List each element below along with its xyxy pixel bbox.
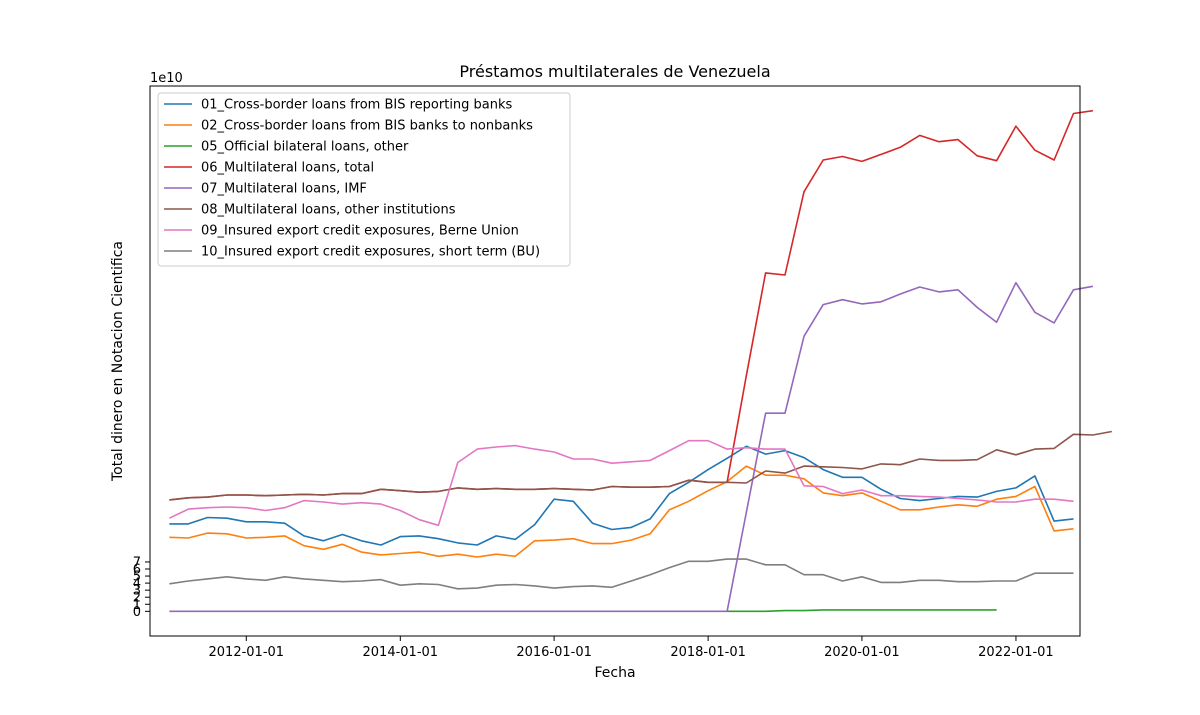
series-line-07 <box>169 281 1094 613</box>
legend-entry-label: 07_Multilateral loans, IMF <box>201 182 367 197</box>
y-offset-label: 1e10 <box>150 71 183 86</box>
series-line-01 <box>169 445 1074 546</box>
legend-entry-label: 01_Cross-border loans from BIS reporting… <box>201 98 513 113</box>
legend-entry-label: 09_Insured export credit exposures, Bern… <box>201 224 519 239</box>
x-tick-label: 2016-01-01 <box>516 645 592 660</box>
y-tick-label: 3 <box>133 584 141 599</box>
x-tick-label: 2018-01-01 <box>670 645 746 660</box>
x-tick-label: 2022-01-01 <box>978 645 1054 660</box>
legend-entry-label: 08_Multilateral loans, other institution… <box>201 203 456 218</box>
legend-entry-label: 10_Insured export credit exposures, shor… <box>201 245 540 260</box>
x-tick-label: 2020-01-01 <box>824 645 900 660</box>
series-layer <box>169 109 1112 613</box>
series-line-02 <box>169 465 1074 558</box>
legend-entry-label: 05_Official bilateral loans, other <box>201 140 409 155</box>
legend: 01_Cross-border loans from BIS reporting… <box>157 92 571 267</box>
y-tick-label: 7 <box>133 555 141 570</box>
series-line-08 <box>169 430 1112 501</box>
axis-ticks: 2012-01-01 2014-01-01 2016-01-01 2018-01-01… <box>133 555 1054 660</box>
y-axis-label: Total dinero en Notacion Cientifica <box>110 241 126 482</box>
chart-title: Préstamos multilaterales de Venezuela <box>459 62 770 81</box>
y-tick-label: 6 <box>133 563 141 578</box>
y-tick-label: 4 <box>133 577 141 592</box>
x-tick-label: 2012-01-01 <box>209 645 285 660</box>
y-tick-label: 2 <box>133 591 141 606</box>
legend-entry-label: 02_Cross-border loans from BIS banks to … <box>201 119 533 134</box>
series-line-10 <box>169 558 1074 590</box>
y-tick-label: 0 <box>133 605 141 620</box>
y-tick-label: 1 <box>133 598 141 613</box>
plot-area-frame <box>149 85 1081 637</box>
x-axis-label: Fecha <box>594 665 635 681</box>
x-tick-label: 2014-01-01 <box>363 645 439 660</box>
legend-box <box>157 92 571 267</box>
series-line-05 <box>727 609 997 613</box>
y-tick-label: 5 <box>133 570 141 585</box>
legend-entry-label: 06_Multilateral loans, total <box>201 161 374 176</box>
series-line-09 <box>169 439 1074 527</box>
